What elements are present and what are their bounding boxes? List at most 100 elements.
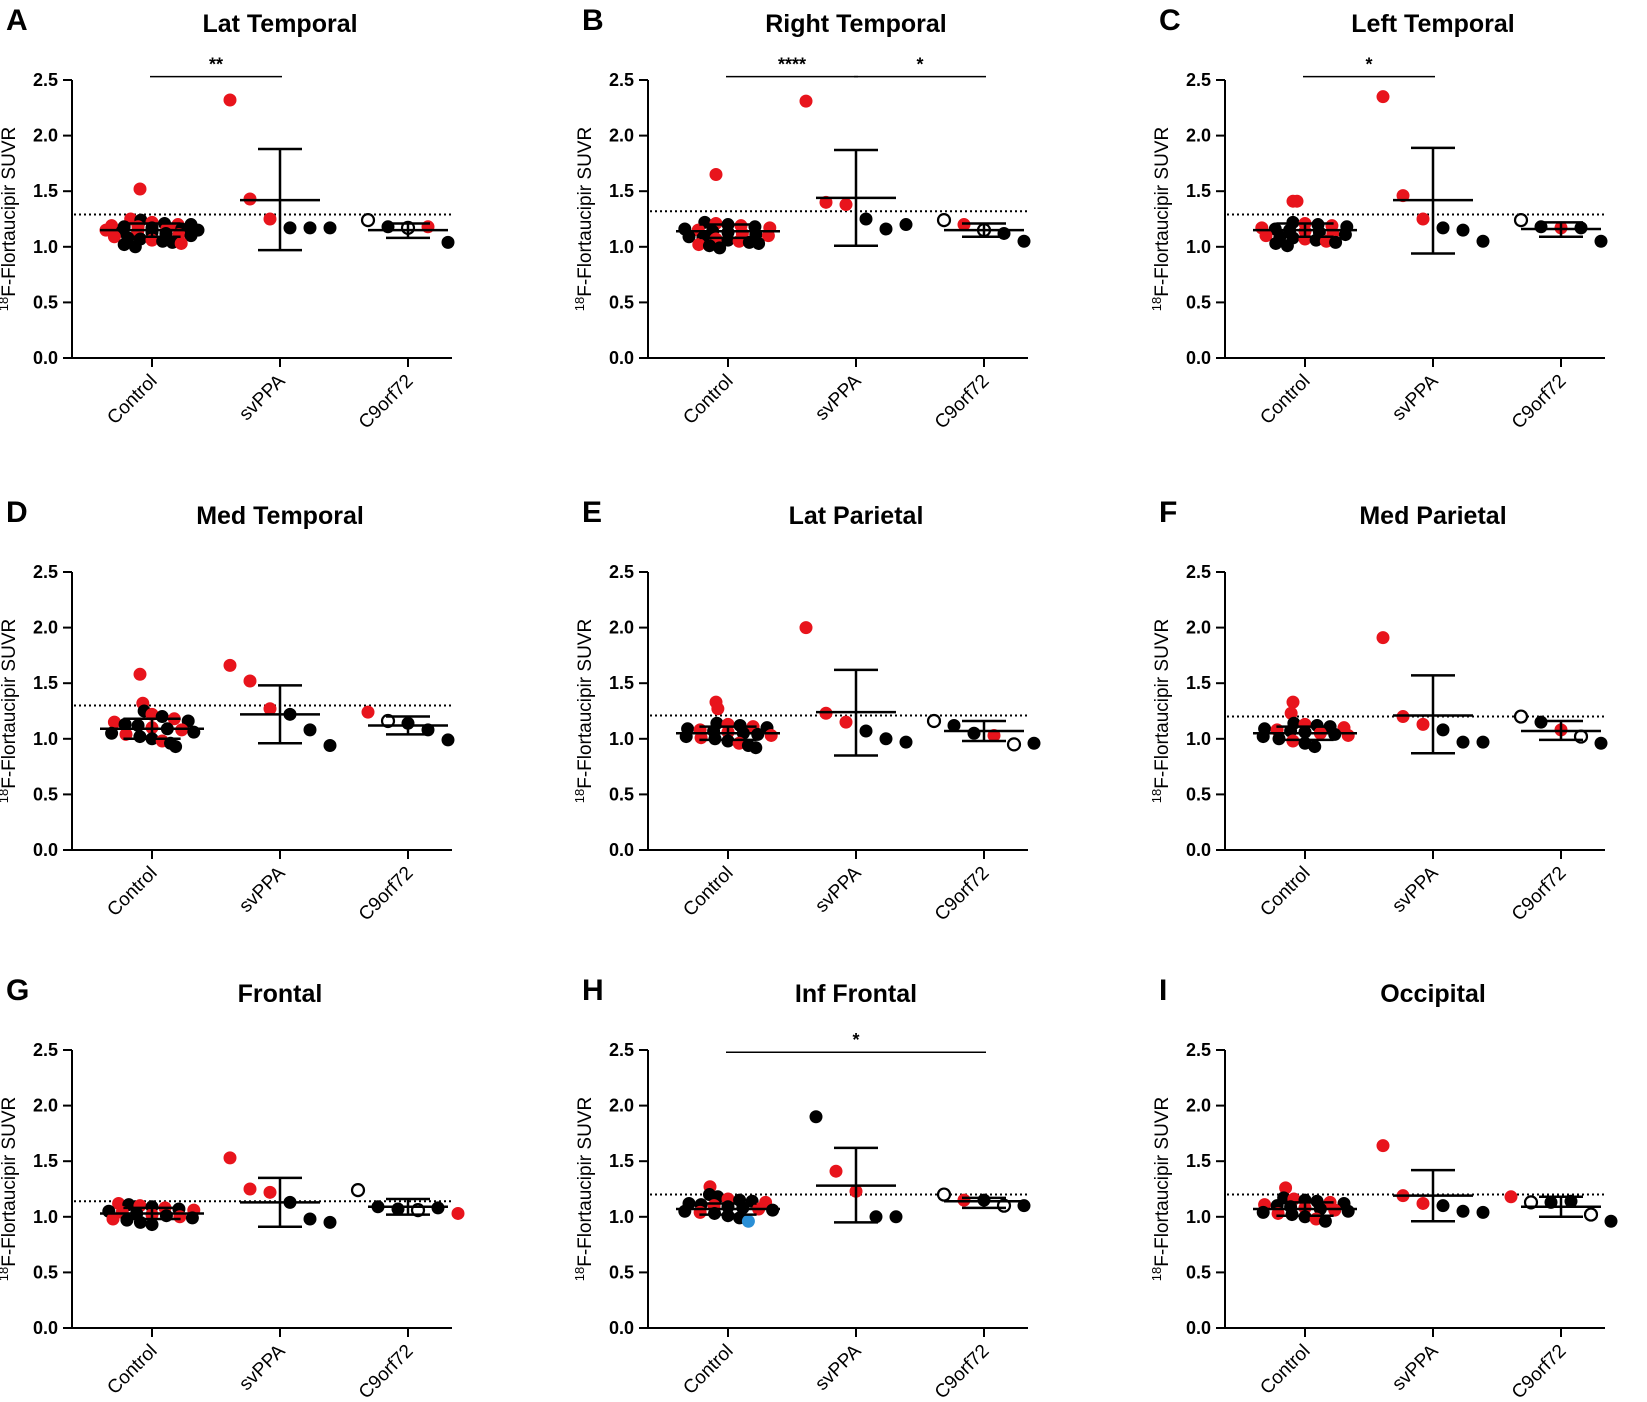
data-point-control	[155, 710, 169, 724]
y-tick-label: 1.5	[1186, 1151, 1211, 1171]
data-point-c9orf72	[350, 1183, 366, 1198]
data-point-c9orf72	[1017, 1199, 1031, 1213]
data-point-svppa	[889, 1210, 903, 1224]
data-point-svppa	[223, 1151, 237, 1165]
data-point-svppa	[1396, 189, 1410, 203]
data-point-svppa	[809, 1110, 823, 1124]
data-point-c9orf72	[441, 235, 455, 249]
y-tick-label: 2.0	[33, 126, 58, 146]
data-point-control	[105, 726, 119, 740]
data-point-svppa	[829, 1164, 843, 1178]
y-axis-label: 18F-Flortaucipir SUVR	[0, 1097, 20, 1281]
y-tick-label: 1.5	[33, 181, 58, 201]
y-tick-label: 1.0	[1186, 729, 1211, 749]
y-tick-label: 1.0	[609, 729, 634, 749]
y-tick-label: 0.0	[33, 348, 58, 368]
data-point-control	[752, 236, 766, 250]
y-tick-label: 1.5	[1186, 181, 1211, 201]
significance-label: *	[916, 55, 923, 75]
data-point-svppa	[303, 1212, 317, 1226]
x-tick-label-c9orf72: C9orf72	[931, 863, 994, 926]
data-point-svppa	[1416, 717, 1430, 731]
y-axis-label: 18F-Flortaucipir SUVR	[1149, 1097, 1173, 1281]
y-tick-label: 1.0	[33, 729, 58, 749]
data-point-svppa	[879, 732, 893, 746]
data-point-svppa	[1436, 221, 1450, 235]
data-point-control	[1341, 1204, 1355, 1218]
y-tick-label: 0.5	[1186, 292, 1211, 312]
chart-panel-i: I Occipital 0.0 0.5 1.0 1.5 2.0 2.5 18F-Flortauc…	[1149, 974, 1618, 1402]
y-tick-label: 2.5	[609, 1040, 634, 1060]
x-tick-label-control: Control	[103, 863, 161, 921]
x-tick-label-c9orf72: C9orf72	[355, 371, 418, 434]
y-axis-label-superscript: 18	[0, 297, 11, 311]
y-tick-label: 1.0	[33, 237, 58, 257]
y-tick-label: 0.0	[1186, 348, 1211, 368]
data-point-svppa	[223, 658, 237, 672]
y-tick-label: 2.0	[33, 1096, 58, 1116]
x-tick-label-control: Control	[1256, 1341, 1314, 1399]
data-point-control	[1259, 229, 1273, 243]
y-tick-label: 0.5	[609, 292, 634, 312]
x-tick-label-control: Control	[679, 371, 737, 429]
data-point-c9orf72	[391, 1202, 405, 1216]
y-axis-label: 18F-Flortaucipir SUVR	[572, 127, 596, 311]
data-point-svppa	[1456, 223, 1470, 237]
data-point-svppa	[1456, 1204, 1470, 1218]
y-tick-label: 2.0	[609, 1096, 634, 1116]
y-tick-label: 2.0	[33, 618, 58, 638]
panel-letter: A	[6, 4, 28, 37]
data-point-control	[709, 168, 723, 182]
x-tick-label-control: Control	[103, 1341, 161, 1399]
significance-label: *	[1365, 55, 1372, 75]
data-point-svppa	[1416, 1196, 1430, 1210]
y-tick-label: 2.0	[1186, 126, 1211, 146]
data-point-control	[713, 241, 727, 255]
x-tick-label-control: Control	[1256, 371, 1314, 429]
data-point-svppa	[799, 621, 813, 635]
data-point-svppa	[263, 212, 277, 226]
y-tick-label: 2.0	[1186, 1096, 1211, 1116]
y-tick-label: 0.0	[33, 840, 58, 860]
y-tick-label: 0.5	[609, 784, 634, 804]
data-point-control	[133, 730, 147, 744]
panel-letter: C	[1159, 4, 1181, 37]
y-axis-label: 18F-Flortaucipir SUVR	[1149, 619, 1173, 803]
data-point-control	[749, 741, 763, 755]
y-tick-label: 2.5	[1186, 70, 1211, 90]
y-axis-label: 18F-Flortaucipir SUVR	[1149, 127, 1173, 311]
data-point-svppa	[263, 1185, 277, 1199]
data-point-svppa	[283, 221, 297, 235]
data-point-c9orf72	[1017, 234, 1031, 248]
chart-title-inf-frontal: Inf Frontal	[795, 980, 917, 1008]
y-tick-label: 1.5	[609, 673, 634, 693]
y-tick-label: 0.0	[33, 1318, 58, 1338]
y-axis-label-superscript: 18	[0, 789, 11, 803]
data-point-svppa	[323, 1215, 337, 1229]
data-point-c9orf72	[361, 705, 375, 719]
data-point-c9orf72	[1604, 1214, 1618, 1228]
y-tick-label: 0.5	[1186, 784, 1211, 804]
data-point-control	[692, 238, 706, 252]
data-point-control	[184, 229, 198, 243]
y-axis-label-text: F-Flortaucipir SUVR	[1152, 127, 1173, 297]
data-point-control	[128, 240, 142, 254]
x-tick-label-control: Control	[679, 1341, 737, 1399]
significance-label: **	[209, 55, 223, 75]
chart-panel-d: D Med Temporal 0.0 0.5 1.0 1.5 2.0 2.5 18F-Flort…	[0, 496, 455, 925]
data-point-svppa	[303, 723, 317, 737]
y-tick-label: 1.5	[1186, 673, 1211, 693]
data-point-c9orf72	[936, 213, 952, 228]
chart-panel-a: A Lat Temporal 0.0 0.5 1.0 1.5 2.0 2.5 18F-Flort…	[0, 4, 455, 434]
data-point-svppa	[899, 218, 913, 232]
y-axis-label: 18F-Flortaucipir SUVR	[0, 127, 20, 311]
y-tick-label: 1.5	[609, 1151, 634, 1171]
data-point-c9orf72	[1006, 737, 1022, 752]
y-tick-label: 2.5	[1186, 1040, 1211, 1060]
data-point-svppa	[1436, 723, 1450, 737]
chart-title-occipital: Occipital	[1380, 980, 1486, 1008]
y-axis-label-superscript: 18	[572, 1267, 587, 1281]
y-axis-label-text: F-Flortaucipir SUVR	[0, 127, 20, 297]
data-point-c9orf72	[1594, 736, 1608, 750]
